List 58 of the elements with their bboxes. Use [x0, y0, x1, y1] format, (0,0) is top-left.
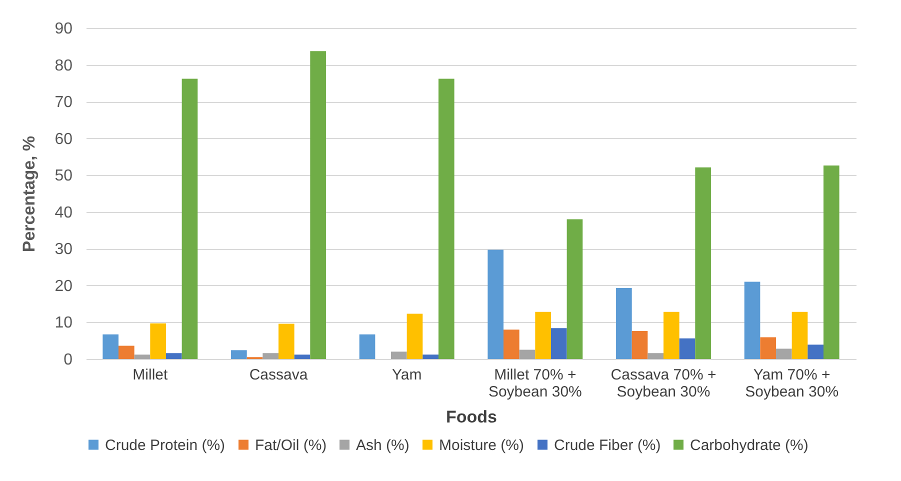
- legend-label: Crude Fiber (%): [554, 436, 661, 454]
- bar: [359, 334, 376, 359]
- y-tick-label: 20: [54, 278, 73, 295]
- x-tick-label: Yam: [392, 366, 422, 384]
- y-tick-label: 80: [54, 57, 73, 74]
- bar: [616, 288, 632, 359]
- legend-label: Carbohydrate (%): [690, 436, 808, 454]
- y-tick-label: 40: [54, 204, 73, 222]
- bar: [760, 337, 776, 359]
- bar: [744, 282, 760, 359]
- bar: [391, 352, 407, 359]
- y-tick-label: 60: [54, 130, 73, 148]
- bar: [278, 324, 294, 359]
- bar: [776, 348, 792, 359]
- bar: [632, 331, 648, 359]
- bar: [231, 350, 247, 359]
- y-tick-label: 30: [54, 241, 73, 258]
- bar: [422, 354, 438, 359]
- bar: [310, 51, 326, 359]
- bar: [182, 78, 198, 359]
- legend-label: Fat/Oil (%): [255, 436, 327, 454]
- legend-label: Ash (%): [356, 436, 410, 454]
- x-tick-label: Millet: [132, 366, 168, 384]
- bar: [406, 314, 423, 359]
- bar: [118, 346, 134, 359]
- x-tick-label: Cassava 70% + Soybean 30%: [610, 366, 716, 400]
- y-axis-title: Percentage, %: [20, 136, 39, 252]
- legend-label: Crude Protein (%): [105, 436, 226, 454]
- bar: [438, 78, 454, 359]
- legend-label: Moisture (%): [439, 436, 524, 454]
- bar: [664, 312, 680, 359]
- bar: [566, 219, 583, 359]
- bar: [519, 350, 536, 359]
- bar: [792, 312, 808, 359]
- bar: [808, 344, 824, 359]
- y-tick-label: 70: [54, 94, 73, 112]
- bar: [679, 338, 696, 359]
- bar: [550, 328, 567, 359]
- x-tick-label: Yam 70% + Soybean 30%: [745, 366, 839, 400]
- bar: [648, 353, 664, 359]
- x-tick-label: Millet 70% + Soybean 30%: [488, 366, 582, 400]
- bar: [102, 334, 119, 359]
- bar: [823, 166, 840, 359]
- x-axis-title: Foods: [446, 408, 497, 426]
- bar: [504, 330, 520, 359]
- y-tick-label: 90: [54, 20, 73, 38]
- x-tick-label: Cassava: [249, 366, 308, 384]
- bar: [488, 250, 504, 359]
- bar: [134, 354, 150, 359]
- bar: [150, 323, 166, 359]
- bar: [262, 353, 278, 359]
- bar: [166, 353, 182, 359]
- bar: [294, 354, 310, 359]
- bar: [695, 167, 711, 359]
- bar: [535, 312, 551, 359]
- y-tick-label: 50: [54, 168, 73, 185]
- y-tick-label: 10: [54, 314, 73, 332]
- y-tick-label: 0: [64, 352, 73, 368]
